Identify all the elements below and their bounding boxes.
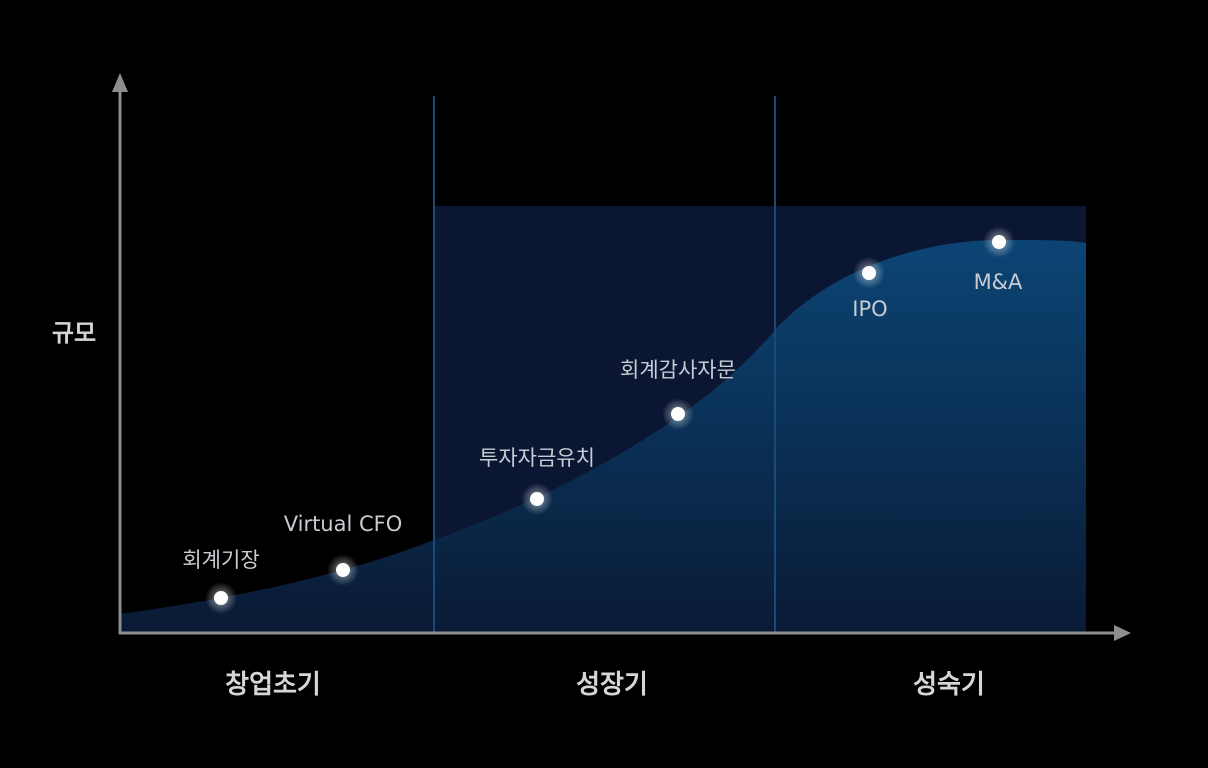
milestone-ipo: IPO (852, 257, 888, 321)
y-axis-arrow-icon (112, 73, 128, 92)
milestone-investment: 투자자금유치 (479, 446, 595, 515)
milestone-audit-advisory: 회계감사자문 (620, 358, 736, 430)
milestone-bookkeeping: 회계기장 (182, 548, 260, 614)
stage-label-mature: 성숙기 (913, 670, 985, 700)
milestone-label: 회계감사자문 (620, 358, 736, 382)
milestone-point (214, 591, 228, 605)
milestone-m-and-a: M&A (974, 226, 1023, 294)
milestone-point (530, 492, 544, 506)
milestone-point (862, 266, 876, 280)
milestone-point (336, 563, 350, 577)
x-axis-arrow-icon (1114, 625, 1131, 641)
growth-curve-area (120, 240, 1086, 633)
milestone-virtual-cfo: Virtual CFO (284, 512, 403, 586)
milestone-label: 회계기장 (182, 548, 259, 572)
milestone-label: M&A (974, 270, 1023, 294)
milestone-label: 투자자금유치 (479, 446, 595, 470)
y-axis-label: 규모 (52, 319, 96, 347)
milestone-label: Virtual CFO (284, 512, 403, 536)
milestone-point (671, 407, 685, 421)
milestone-point (992, 235, 1006, 249)
stage-label-growth: 성장기 (576, 670, 648, 700)
milestone-label: IPO (852, 297, 887, 321)
stage-label-startup: 창업초기 (225, 670, 321, 700)
